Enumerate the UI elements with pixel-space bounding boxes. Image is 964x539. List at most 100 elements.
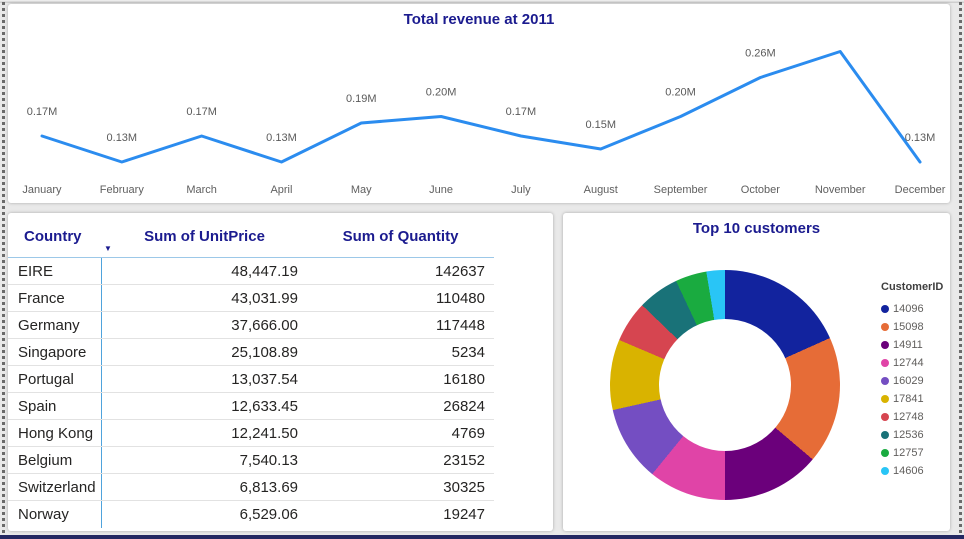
legend-item[interactable]: 17841 (881, 390, 943, 408)
x-axis-label: July (511, 184, 531, 196)
legend-item[interactable]: 16029 (881, 372, 943, 390)
table-column-separator (101, 258, 102, 528)
legend-label: 14096 (893, 303, 924, 315)
table-row[interactable]: Norway 6,529.06 19247 (8, 501, 494, 527)
unitprice-cell: 13,037.54 (231, 370, 298, 388)
revenue-line-chart[interactable]: 0.17M 0.13M 0.17M 0.13M 0.19M 0.20M 0.17M 0.15M… (8, 4, 950, 203)
country-cell: Hong Kong (18, 424, 94, 442)
unitprice-cell: 6,813.69 (239, 478, 298, 496)
legend-label: 16029 (893, 375, 924, 387)
legend-item[interactable]: 12744 (881, 354, 943, 372)
quantity-cell: 19247 (443, 505, 485, 523)
quantity-cell: 30325 (443, 478, 485, 496)
page-selection-dashed-border-left (2, 2, 5, 534)
unitprice-cell: 25,108.89 (231, 343, 298, 361)
x-axis-label: December (895, 184, 946, 196)
legend-dot-icon (881, 449, 889, 457)
country-cell: Germany (18, 316, 80, 334)
quantity-cell: 26824 (443, 397, 485, 415)
unitprice-cell: 43,031.99 (231, 289, 298, 307)
data-label: 0.17M (27, 106, 58, 118)
legend-dot-icon (881, 323, 889, 331)
column-header-country[interactable]: Country (24, 228, 82, 245)
unitprice-cell: 6,529.06 (239, 505, 298, 523)
table-row[interactable]: Switzerland 6,813.69 30325 (8, 474, 494, 501)
page-top-border (0, 0, 964, 3)
x-axis-label: September (654, 184, 708, 196)
unitprice-cell: 48,447.19 (231, 262, 298, 280)
legend-item[interactable]: 12757 (881, 444, 943, 462)
table-header-underline (8, 257, 494, 258)
legend-item[interactable]: 14096 (881, 300, 943, 318)
country-cell: Belgium (18, 451, 73, 469)
table-row[interactable]: Spain 12,633.45 26824 (8, 393, 494, 420)
unitprice-cell: 37,666.00 (231, 316, 298, 334)
legend-dot-icon (881, 341, 889, 349)
legend-dot-icon (881, 413, 889, 421)
country-cell: Switzerland (18, 478, 96, 496)
country-cell: Singapore (18, 343, 87, 361)
column-header-sum-of-unitprice[interactable]: Sum of UnitPrice (144, 228, 265, 245)
data-label: 0.20M (665, 87, 696, 99)
legend-dot-icon (881, 467, 889, 475)
table-row[interactable]: Portugal 13,037.54 16180 (8, 366, 494, 393)
table-row[interactable]: France 43,031.99 110480 (8, 285, 494, 312)
table-body: EIRE 48,447.19 142637 France 43,031.99 110480… (8, 258, 494, 527)
legend-label: 12536 (893, 429, 924, 441)
data-label: 0.13M (107, 132, 138, 144)
revenue-line-chart-card: Total revenue at 2011 0.17M 0.13M 0.17M 0.1… (8, 4, 950, 203)
legend-title: CustomerID (881, 281, 944, 293)
country-cell: Portugal (18, 370, 74, 388)
data-label: 0.19M (346, 93, 377, 105)
x-axis-label: February (100, 184, 145, 196)
data-label: 0.13M (905, 132, 936, 144)
top-customers-donut-card: Top 10 customers CustomerID 14096 15098 14… (563, 213, 950, 531)
data-label: 0.17M (186, 106, 217, 118)
table-row[interactable]: Belgium 7,540.13 23152 (8, 447, 494, 474)
page-selection-dashed-border-right (959, 2, 962, 534)
quantity-cell: 16180 (443, 370, 485, 388)
donut-chart-title: Top 10 customers (692, 220, 821, 237)
legend-label: 12744 (893, 357, 924, 369)
x-axis-label: April (270, 184, 292, 196)
x-axis-label: August (584, 184, 618, 196)
unitprice-cell: 12,633.45 (231, 397, 298, 415)
legend-dot-icon (881, 305, 889, 313)
country-cell: EIRE (18, 262, 54, 280)
sort-descending-icon[interactable]: ▼ (104, 244, 112, 253)
donut-legend: CustomerID 14096 15098 14911 12744 16029 1784… (881, 281, 943, 480)
quantity-cell: 142637 (434, 262, 485, 280)
x-axis-label: November (815, 184, 866, 196)
quantity-cell: 110480 (436, 289, 485, 307)
legend-dot-icon (881, 431, 889, 439)
column-header-sum-of-quantity[interactable]: Sum of Quantity (342, 228, 459, 245)
country-table-card: Country Sum of UnitPrice Sum of Quantity… (8, 213, 553, 531)
country-cell: Norway (18, 505, 69, 523)
data-label: 0.26M (745, 48, 776, 60)
donut-chart-hole (659, 319, 791, 451)
data-label: 0.20M (426, 87, 457, 99)
data-label: 0.17M (506, 106, 537, 118)
country-cell: France (18, 289, 65, 307)
data-label: 0.13M (266, 132, 297, 144)
unitprice-cell: 12,241.50 (231, 424, 298, 442)
legend-label: 15098 (893, 321, 924, 333)
table-row[interactable]: Germany 37,666.00 117448 (8, 312, 494, 339)
revenue-line-series[interactable] (40, 50, 922, 164)
legend-item[interactable]: 12748 (881, 408, 943, 426)
legend-item[interactable]: 14911 (881, 336, 943, 354)
table-row[interactable]: Hong Kong 12,241.50 4769 (8, 420, 494, 447)
legend-item[interactable]: 15098 (881, 318, 943, 336)
data-label: 0.15M (585, 119, 616, 131)
quantity-cell: 5234 (451, 343, 485, 361)
legend-dot-icon (881, 359, 889, 367)
table-row[interactable]: Singapore 25,108.89 5234 (8, 339, 494, 366)
legend-dot-icon (881, 395, 889, 403)
legend-item[interactable]: 12536 (881, 426, 943, 444)
quantity-cell: 4769 (451, 424, 485, 442)
page-bottom-bar (0, 535, 964, 539)
x-axis-label: October (741, 184, 780, 196)
x-axis-label: May (351, 184, 372, 196)
table-row[interactable]: EIRE 48,447.19 142637 (8, 258, 494, 285)
legend-item[interactable]: 14606 (881, 462, 943, 480)
